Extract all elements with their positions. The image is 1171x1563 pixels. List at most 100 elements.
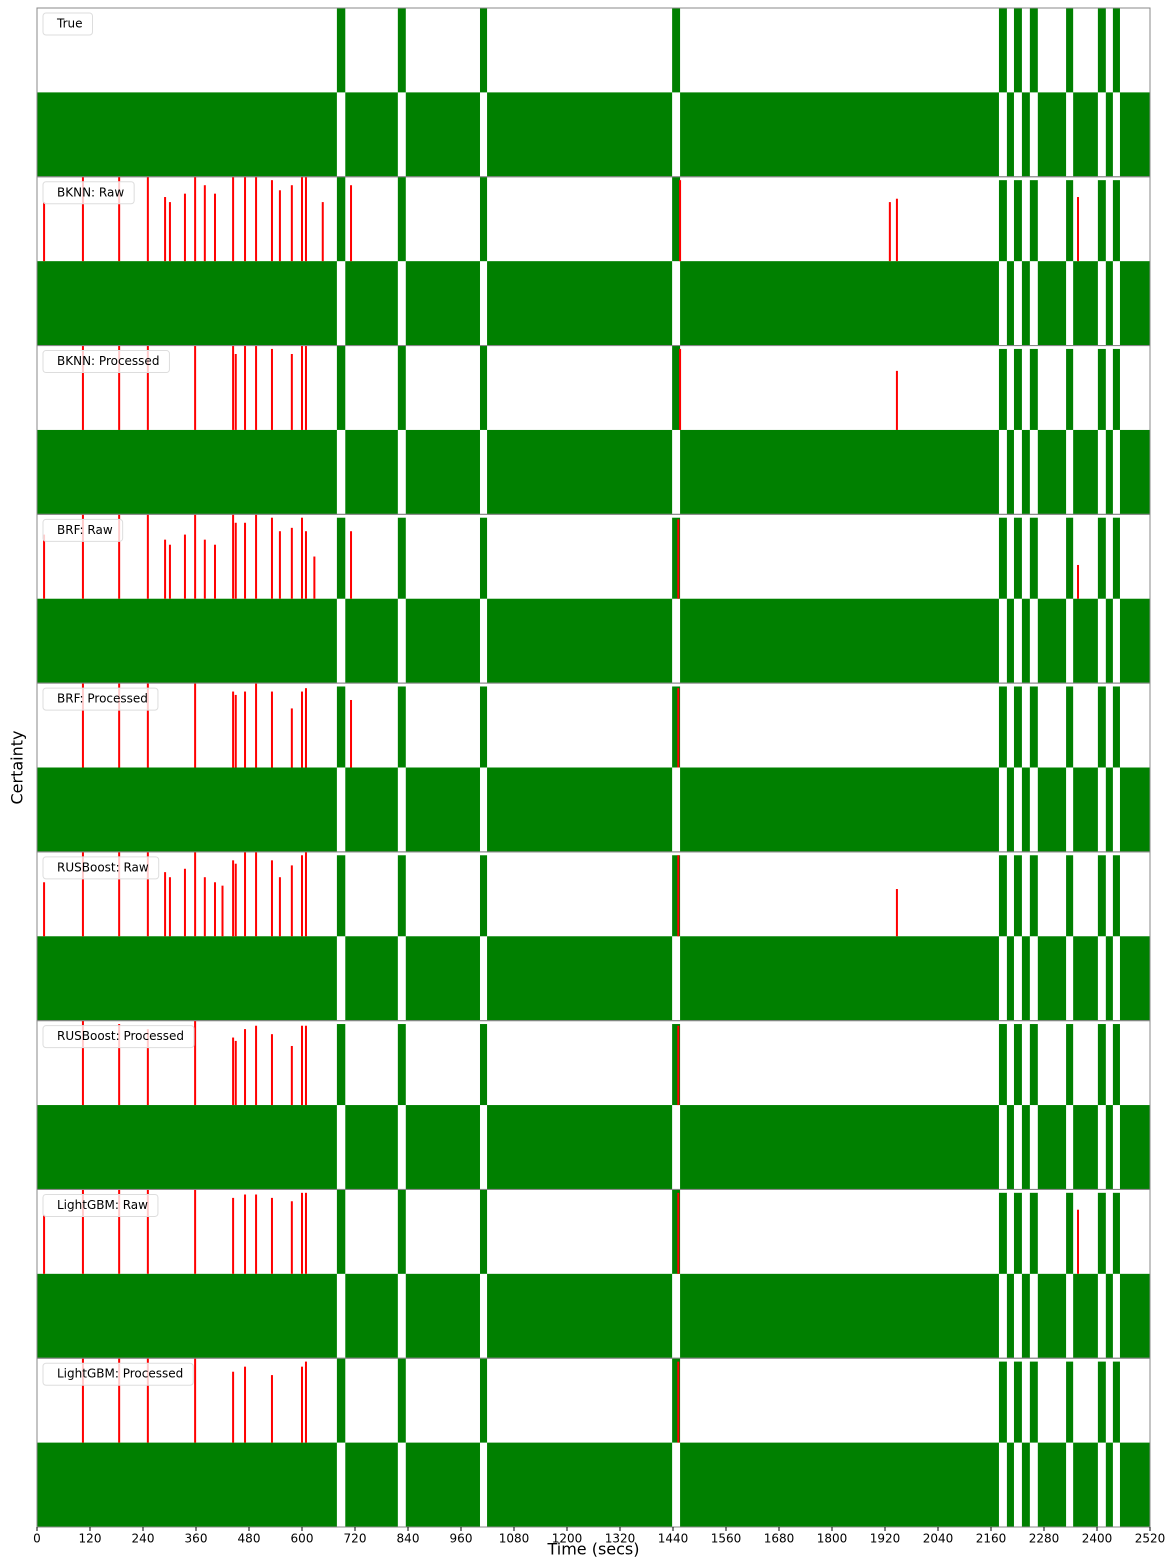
red-spike xyxy=(213,882,216,937)
red-spike xyxy=(255,176,258,262)
red-spike xyxy=(679,180,682,262)
red-spike xyxy=(146,851,149,937)
green-segment xyxy=(672,8,681,93)
green-segment xyxy=(1119,429,1150,515)
green-segment xyxy=(1119,767,1150,852)
x-tick-label: 480 xyxy=(238,1532,261,1546)
x-tick-label: 1800 xyxy=(817,1532,848,1546)
red-spike xyxy=(81,1189,84,1274)
green-segment xyxy=(680,767,999,852)
green-segment xyxy=(1066,8,1074,93)
red-spike xyxy=(244,522,247,599)
green-segment xyxy=(1029,8,1038,93)
legend-label: LightGBM: Raw xyxy=(57,1198,148,1212)
red-spike xyxy=(118,176,121,262)
red-spike xyxy=(301,691,303,768)
green-segment xyxy=(487,767,673,852)
green-segment xyxy=(479,345,488,430)
green-segment xyxy=(1029,1024,1038,1106)
x-tick-label: 2160 xyxy=(976,1532,1007,1546)
green-segment xyxy=(1073,261,1098,346)
green-segment xyxy=(1073,1105,1098,1190)
green-segment xyxy=(479,686,488,768)
x-tick-label: 1320 xyxy=(605,1532,636,1546)
red-spike xyxy=(203,539,206,599)
green-segment xyxy=(1037,1273,1067,1359)
red-spike xyxy=(350,531,353,599)
green-segment xyxy=(1013,1192,1022,1274)
x-tick-label: 840 xyxy=(397,1532,420,1546)
green-segment xyxy=(1105,598,1113,684)
green-segment xyxy=(680,92,999,177)
green-segment xyxy=(1006,92,1014,177)
red-spike xyxy=(270,1375,273,1443)
red-spike xyxy=(301,1366,303,1443)
red-spike xyxy=(255,345,258,430)
red-spike xyxy=(278,531,281,599)
green-segment xyxy=(1006,1273,1014,1359)
x-tick-label: 120 xyxy=(79,1532,102,1546)
green-segment xyxy=(1037,598,1067,684)
red-spike xyxy=(118,345,121,430)
red-spike xyxy=(304,851,307,937)
green-segment xyxy=(1021,767,1030,852)
green-segment xyxy=(1105,936,1113,1021)
green-segment xyxy=(1037,1442,1067,1527)
x-tick-label: 360 xyxy=(185,1532,208,1546)
green-segment xyxy=(397,1189,406,1274)
green-segment xyxy=(1021,1273,1030,1359)
red-spike xyxy=(304,1361,307,1443)
red-spike xyxy=(118,1358,121,1443)
red-spike xyxy=(301,1192,303,1274)
green-segment xyxy=(1119,261,1150,346)
green-segment xyxy=(336,686,346,768)
red-spike xyxy=(350,699,353,768)
legend-label: LightGBM: Processed xyxy=(57,1367,183,1381)
green-segment xyxy=(1105,429,1113,515)
red-spike xyxy=(81,514,84,599)
panel-frame xyxy=(36,1357,1151,1528)
red-spike xyxy=(244,345,247,430)
red-spike xyxy=(301,345,303,430)
green-segment xyxy=(1013,1361,1022,1443)
green-segment xyxy=(1105,1105,1113,1190)
red-spike xyxy=(81,1358,84,1443)
red-spike xyxy=(232,691,235,768)
red-spike xyxy=(677,688,680,768)
green-segment xyxy=(680,261,999,346)
red-spike xyxy=(146,683,149,768)
x-tick-label: 1440 xyxy=(658,1532,689,1546)
x-tick-label: 0 xyxy=(33,1532,41,1546)
green-segment xyxy=(1029,1192,1038,1274)
green-segment xyxy=(37,1273,337,1359)
red-spike xyxy=(194,851,197,937)
green-segment xyxy=(1029,1361,1038,1443)
green-segment xyxy=(1006,261,1014,346)
red-spike xyxy=(146,1358,149,1443)
red-spike xyxy=(81,851,84,937)
green-segment xyxy=(1073,429,1098,515)
red-spike xyxy=(146,176,149,262)
legend-label: RUSBoost: Raw xyxy=(57,860,149,874)
x-tick-label: 2280 xyxy=(1029,1532,1060,1546)
red-spike xyxy=(234,863,237,937)
green-segment xyxy=(487,1442,673,1527)
legend-label: BRF: Processed xyxy=(57,692,148,706)
red-spike xyxy=(194,345,197,430)
legend-box xyxy=(42,350,170,374)
green-segment xyxy=(1105,261,1113,346)
red-spike xyxy=(168,202,171,262)
green-segment xyxy=(1073,598,1098,684)
green-segment xyxy=(680,1442,999,1527)
green-segment xyxy=(479,1358,488,1443)
x-tick-label: 1680 xyxy=(764,1532,795,1546)
green-segment xyxy=(998,180,1007,262)
green-segment xyxy=(1097,180,1106,262)
red-spike xyxy=(290,353,293,430)
green-segment xyxy=(1021,936,1030,1021)
green-segment xyxy=(1013,180,1022,262)
green-segment xyxy=(1112,348,1120,430)
x-tick-label: 960 xyxy=(450,1532,473,1546)
legend-box xyxy=(42,1193,159,1217)
